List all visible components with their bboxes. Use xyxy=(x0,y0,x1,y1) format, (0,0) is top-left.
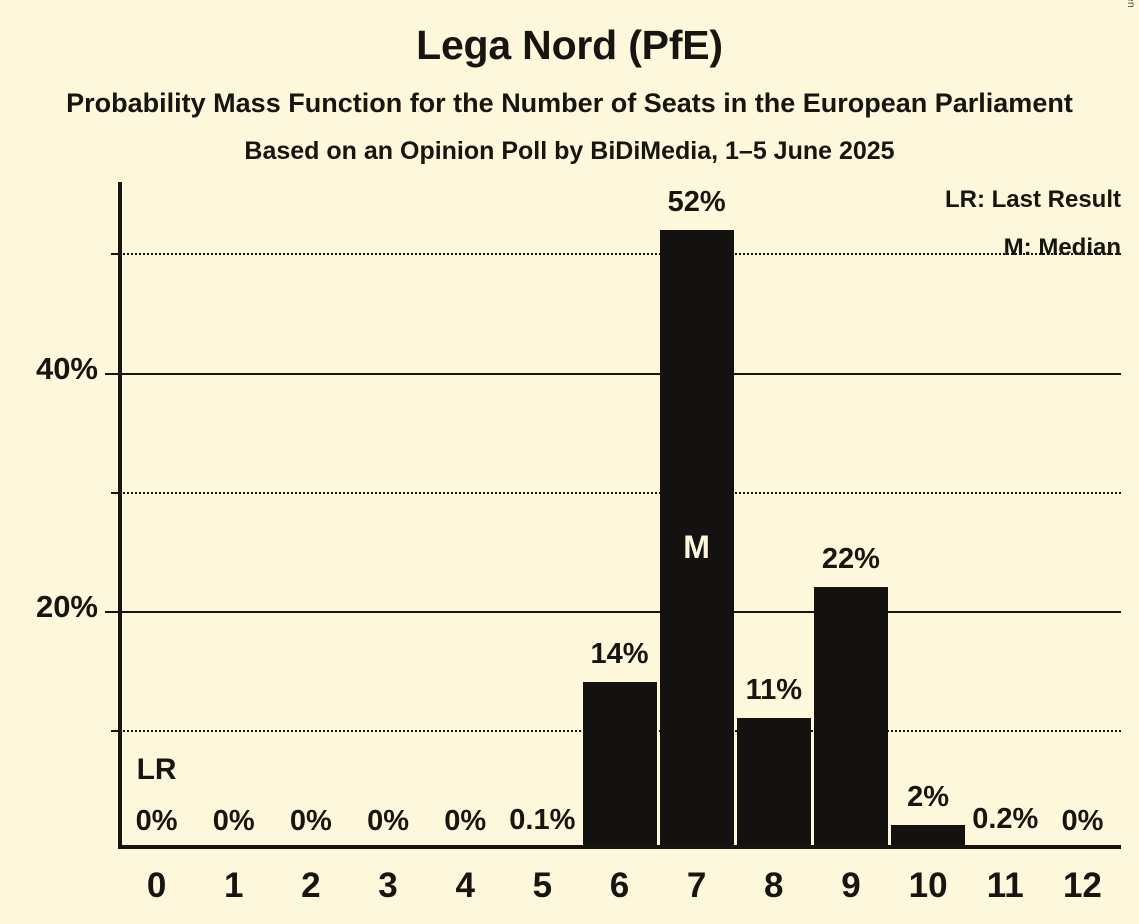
bar xyxy=(582,682,657,849)
gridline-major xyxy=(118,372,1121,375)
bar-value-label: 0.1% xyxy=(509,803,576,836)
x-axis-label: 6 xyxy=(609,866,630,905)
gridline-minor xyxy=(118,253,1121,256)
y-axis-tick-minor xyxy=(111,491,118,494)
bar-value-label: 2% xyxy=(907,781,950,814)
bar-value-label: 0.2% xyxy=(972,802,1039,835)
y-axis-label: 20% xyxy=(35,588,98,624)
bar-value-label: 0% xyxy=(212,805,255,837)
copyright-notice: © 2025 Filip van Laenen xyxy=(1125,0,1137,8)
legend-last-result: LR: Last Result xyxy=(944,186,1121,213)
plot-area xyxy=(105,182,1121,849)
x-axis-label: 4 xyxy=(455,866,475,905)
x-axis-label: 10 xyxy=(908,866,948,905)
bar xyxy=(659,229,734,849)
x-axis-label: 3 xyxy=(378,866,398,905)
bar-value-label: 11% xyxy=(745,673,803,706)
gridline-major xyxy=(118,610,1121,613)
chart-subtitle-source: Based on an Opinion Poll by BiDiMedia, 1… xyxy=(244,137,895,165)
x-axis-label: 8 xyxy=(764,866,784,905)
bar xyxy=(736,717,811,849)
chart-subtitle-primary: Probability Mass Function for the Number… xyxy=(66,88,1073,118)
bar-value-label: 22% xyxy=(821,542,880,575)
x-axis-label: 7 xyxy=(686,866,707,905)
bar-value-label: 0% xyxy=(1061,805,1104,837)
x-axis-label: 0 xyxy=(146,866,167,905)
x-axis-label: 1 xyxy=(223,866,244,905)
bar-value-label: 52% xyxy=(667,185,726,218)
bar xyxy=(891,825,966,849)
legend-median: M: Median xyxy=(1003,234,1121,261)
bar-value-label: 0% xyxy=(289,805,332,837)
x-axis-label: 5 xyxy=(532,866,553,905)
median-marker: M xyxy=(683,529,710,565)
y-axis-line xyxy=(118,182,122,849)
y-axis-tick-major xyxy=(105,610,118,613)
bar xyxy=(813,586,888,849)
bar-value-label: 14% xyxy=(590,638,649,671)
x-axis-line xyxy=(118,845,1121,849)
x-axis-label: 12 xyxy=(1062,866,1102,905)
last-result-marker: LR xyxy=(136,753,177,786)
y-axis-tick-major xyxy=(105,372,118,375)
x-axis-label: 2 xyxy=(301,866,321,905)
y-axis-label: 40% xyxy=(35,350,98,386)
chart-title: Lega Nord (PfE) xyxy=(416,22,723,68)
bar-value-label: 0% xyxy=(135,805,178,837)
gridline-minor xyxy=(118,491,1121,494)
x-axis-label: 11 xyxy=(986,866,1024,905)
bar-value-label: 0% xyxy=(367,805,409,837)
bar-value-label: 0% xyxy=(444,805,487,837)
y-axis-tick-minor xyxy=(111,729,118,732)
y-axis-tick-minor xyxy=(111,253,118,256)
x-axis-label: 9 xyxy=(841,866,861,905)
